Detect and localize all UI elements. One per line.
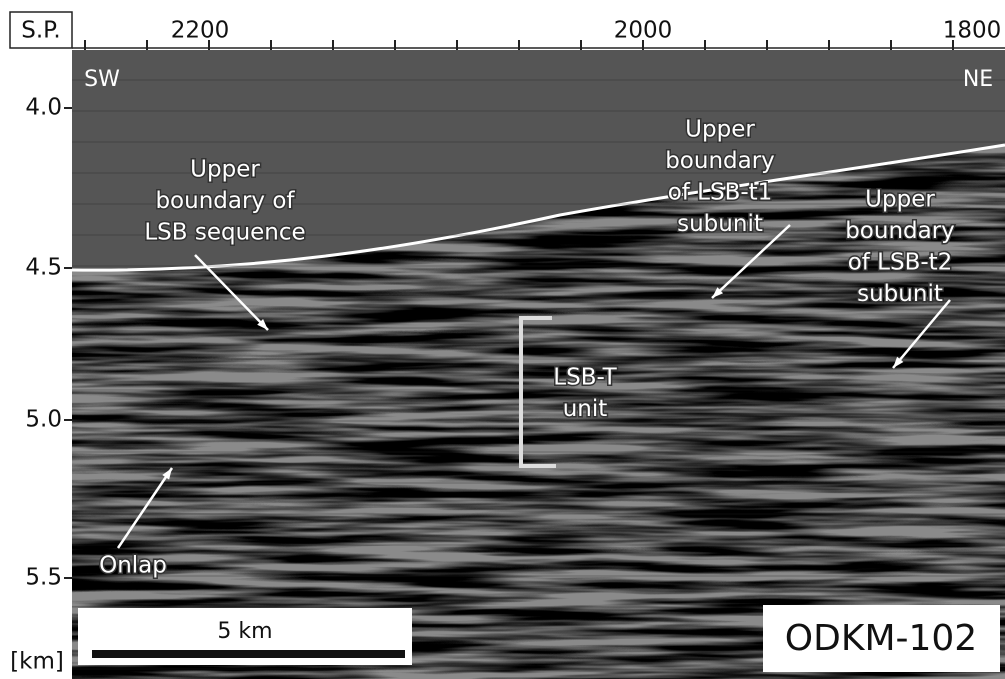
annotation-text: of LSB-t1 (668, 180, 773, 206)
annotation-text: subunit (857, 281, 943, 307)
annotation-arrow (194, 254, 269, 331)
arrow-head (712, 287, 724, 298)
top-tick-label: 2000 (614, 18, 673, 44)
annotation-text: unit (563, 396, 608, 422)
left-tick-label: 4.0 (25, 95, 62, 121)
left-tick-label: 4.5 (25, 255, 62, 281)
annotation-text: of LSB-t2 (848, 250, 953, 276)
annotation-text: Onlap (99, 553, 167, 579)
unit-bracket (519, 316, 556, 468)
annotation-text: boundary of (155, 188, 295, 214)
annotation-text: LSB-T (553, 365, 617, 391)
direction-left: SW (84, 67, 120, 92)
top-tick-label: 2200 (171, 18, 230, 44)
annotation-text: boundary (665, 148, 775, 174)
arrow-head (893, 356, 904, 368)
top-tick-label: 1800 (943, 18, 1002, 44)
arrow-head (162, 468, 172, 480)
arrow-head (257, 319, 268, 330)
annotation-text: Upper (190, 157, 260, 183)
scale-label: 5 km (217, 619, 272, 644)
profile-box (763, 605, 1000, 672)
direction-right: NE (963, 67, 993, 92)
annotation-arrow (892, 299, 951, 369)
annotation-text: Upper (865, 187, 935, 213)
annotation-text: boundary (845, 218, 955, 244)
left-tick-label: 5.0 (25, 407, 62, 433)
annotation-text: subunit (677, 211, 763, 237)
seafloor (71, 143, 1005, 272)
left-tick-label: 5.5 (25, 565, 62, 591)
left-axis-unit: [km] (10, 649, 64, 675)
sp-box (9, 11, 73, 49)
annotation-text: LSB sequence (144, 220, 305, 246)
top-axis-label: S.P. (21, 18, 61, 44)
scale-bar (92, 650, 405, 658)
annotation-arrow (116, 467, 174, 549)
profile-name: ODKM-102 (785, 618, 977, 659)
annotation-arrow (711, 224, 791, 299)
annotation-text: Upper (685, 117, 755, 143)
